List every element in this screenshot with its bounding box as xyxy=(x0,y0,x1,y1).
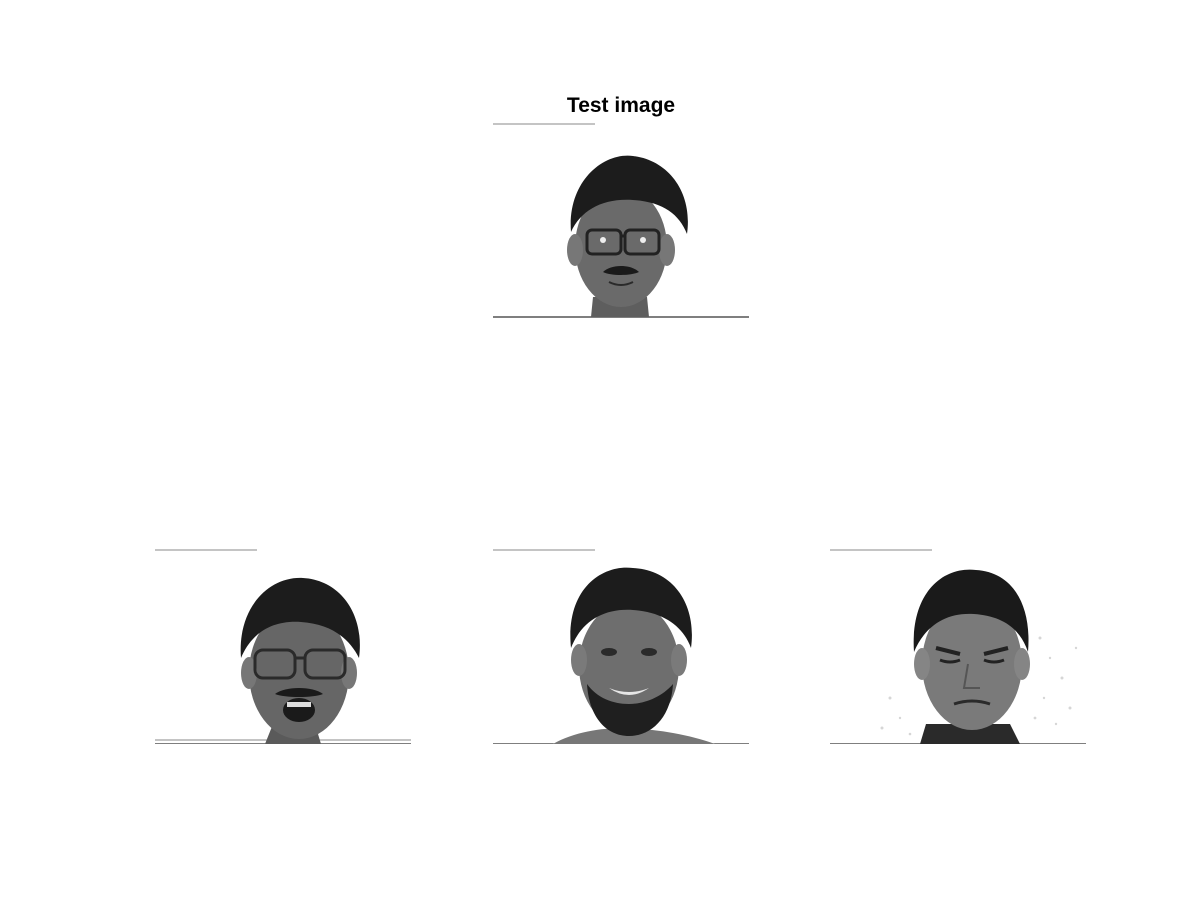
eye-right xyxy=(641,648,657,656)
test-image-panel xyxy=(493,122,749,318)
mouth-open xyxy=(283,698,315,722)
match-panel-2 xyxy=(493,548,749,744)
match-panel-1 xyxy=(155,548,411,744)
test-face-image xyxy=(493,122,749,318)
ear-right xyxy=(659,234,675,266)
match-face-image-1 xyxy=(155,548,411,744)
glasses-glare-left xyxy=(600,237,606,243)
teeth xyxy=(287,702,311,707)
ear-left xyxy=(571,644,587,676)
ear-right xyxy=(1014,648,1030,680)
figure-title: Test image xyxy=(493,94,749,118)
match-panel-3 xyxy=(830,548,1086,744)
ear-left xyxy=(567,234,583,266)
match-face-image-3 xyxy=(830,548,1086,744)
glasses-glare-right xyxy=(640,237,646,243)
eye-left xyxy=(601,648,617,656)
match-face-image-2 xyxy=(493,548,749,744)
ear-right xyxy=(671,644,687,676)
ear-left xyxy=(914,648,930,680)
